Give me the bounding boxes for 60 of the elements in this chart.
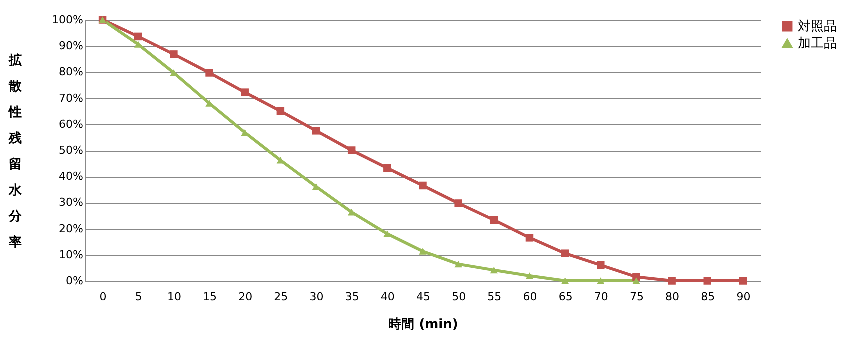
point <box>668 277 676 285</box>
x-tick-label: 25 <box>274 290 288 304</box>
y-tick-label: 30% <box>59 196 84 210</box>
point <box>348 146 356 154</box>
y-tick-label: 20% <box>59 222 84 236</box>
legend-label: 加工品 <box>798 36 837 52</box>
x-tick-label: 15 <box>203 290 218 304</box>
point <box>561 278 570 284</box>
point <box>526 234 534 242</box>
legend-label: 対照品 <box>798 18 837 34</box>
point <box>597 278 605 284</box>
point <box>526 272 534 280</box>
x-tick-label: 65 <box>558 290 573 304</box>
x-tick-label: 10 <box>167 290 182 304</box>
x-tick-label: 70 <box>594 290 608 304</box>
point <box>632 278 640 284</box>
x-tick-label: 60 <box>523 290 538 304</box>
x-tick-label: 0 <box>100 290 107 304</box>
point <box>490 266 498 274</box>
point <box>704 277 712 285</box>
x-tick-label: 45 <box>416 290 430 304</box>
point <box>597 261 605 270</box>
point <box>348 209 356 216</box>
y-tick-label: 40% <box>59 170 84 184</box>
point <box>419 248 427 255</box>
x-tick-label: 75 <box>630 290 644 304</box>
x-tick-label: 40 <box>380 290 395 304</box>
x-tick-label: 80 <box>666 290 680 304</box>
point <box>384 164 392 172</box>
y-tick-label: 100% <box>52 14 84 26</box>
y-tick-label: 70% <box>59 92 84 105</box>
point <box>561 250 570 258</box>
y-tick-label: 90% <box>59 40 84 53</box>
x-tick-label: 30 <box>310 290 324 304</box>
x-tick-label: 90 <box>736 290 751 304</box>
x-tick-label: 55 <box>488 290 502 304</box>
y-tick-label: 0% <box>66 274 84 288</box>
y-tick-label: 80% <box>59 66 84 79</box>
point <box>454 260 462 268</box>
y-axis-title: 拡散性残留水分率 <box>8 52 23 250</box>
point <box>419 182 427 190</box>
x-axis-title: 時間 (min) <box>388 318 458 332</box>
point <box>384 230 392 238</box>
point <box>170 50 178 58</box>
y-tick-label: 50% <box>59 144 84 157</box>
x-tick-label: 35 <box>345 290 360 304</box>
y-tick-label: 10% <box>59 248 84 262</box>
point <box>490 216 498 224</box>
point <box>454 200 462 208</box>
point <box>206 69 214 77</box>
point <box>241 88 249 96</box>
point <box>134 32 142 41</box>
x-tick-label: 50 <box>452 290 466 304</box>
x-tick-label: 20 <box>238 290 253 304</box>
x-tick-label: 5 <box>135 290 142 304</box>
point <box>739 277 748 285</box>
x-tick-label: 85 <box>701 290 716 304</box>
point <box>276 107 285 116</box>
y-tick-label: 60% <box>59 118 84 131</box>
point <box>312 127 320 135</box>
